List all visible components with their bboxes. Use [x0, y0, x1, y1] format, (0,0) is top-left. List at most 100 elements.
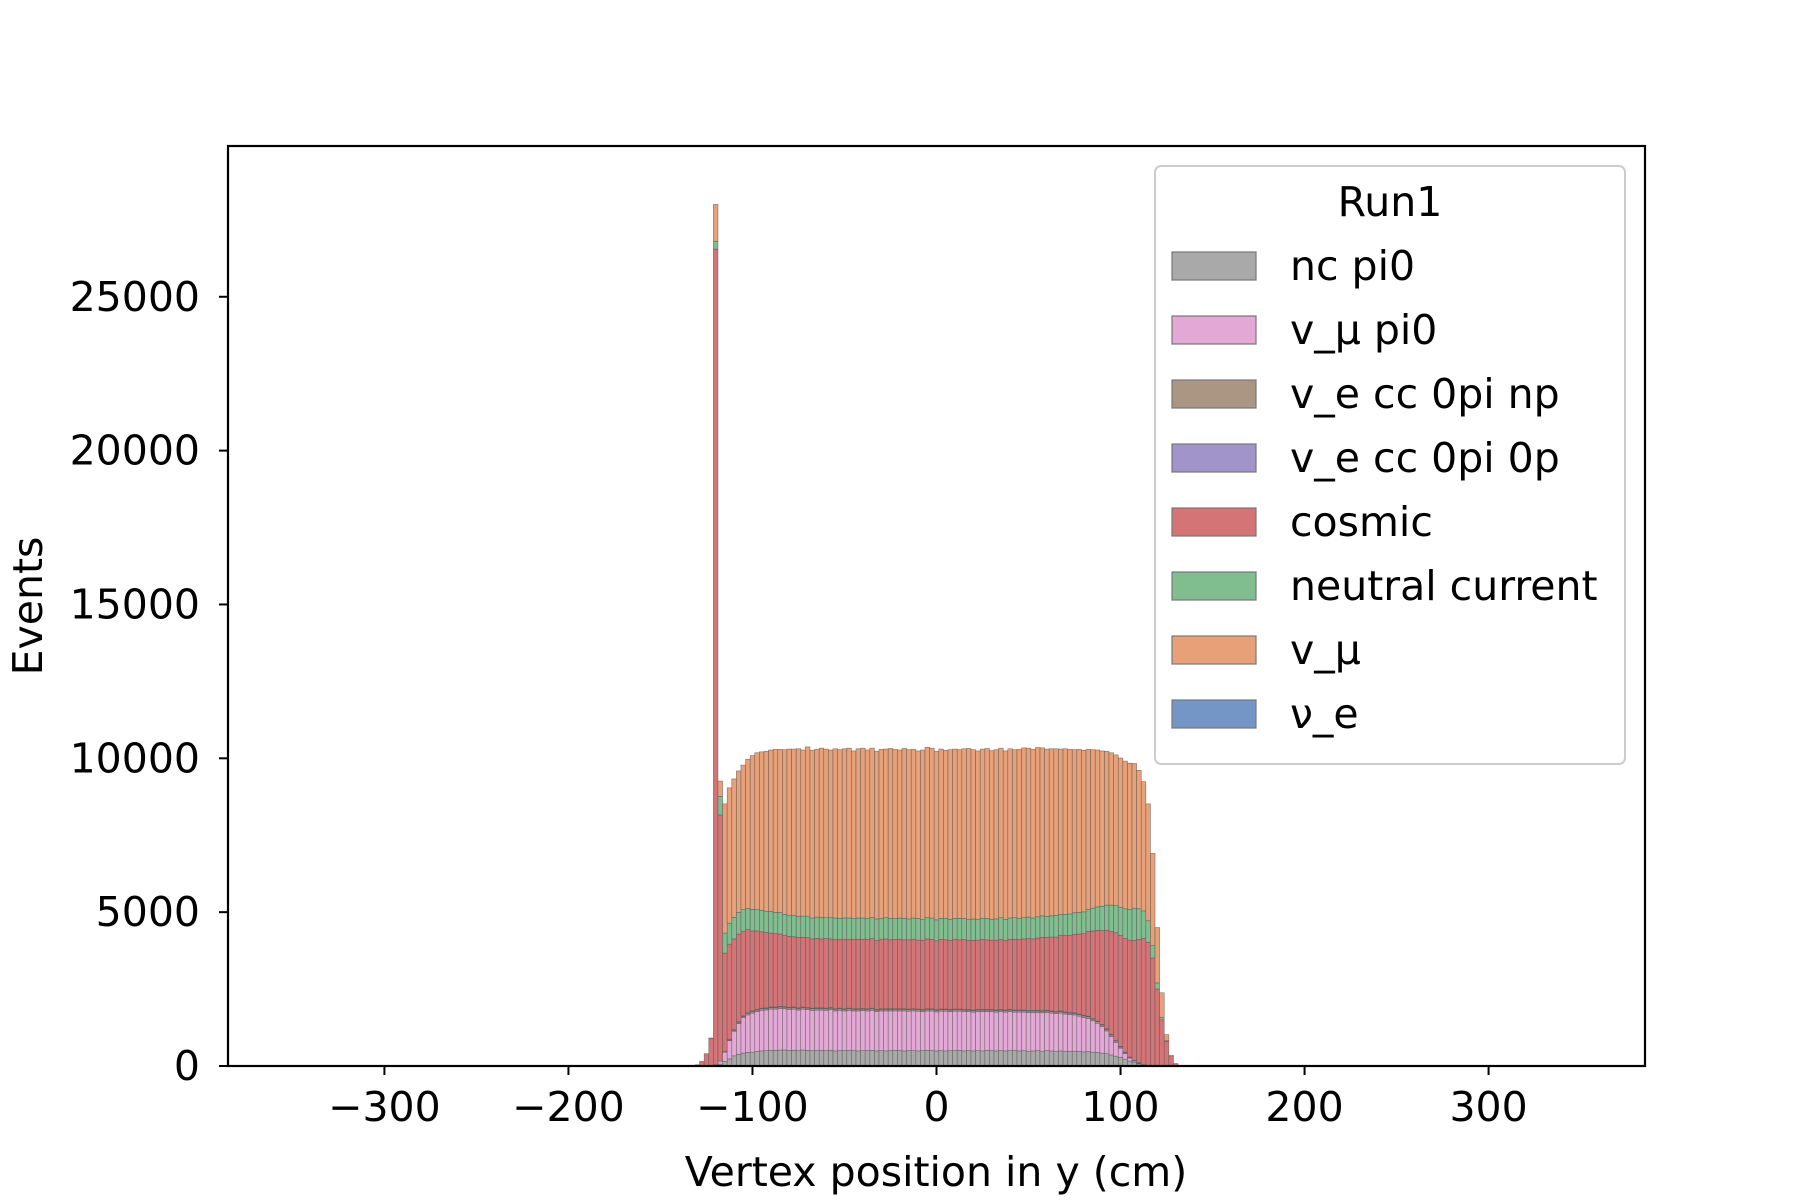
bar-cosmic — [1136, 939, 1142, 1063]
bar-neutral current — [1081, 911, 1087, 934]
bar-v_μ — [1085, 749, 1091, 910]
bar-v_μ pi0 — [818, 1009, 825, 1051]
bar-v_μ — [731, 778, 737, 918]
bar-v_μ pi0 — [1094, 1022, 1101, 1053]
bar-neutral current — [1048, 915, 1055, 938]
bar-neutral current — [938, 918, 944, 940]
bar-neutral current — [924, 917, 930, 940]
bar-neutral current — [943, 918, 949, 941]
bar-nc pi0 — [795, 1050, 802, 1067]
bar-nc pi0 — [800, 1049, 806, 1067]
bar-neutral current — [1131, 907, 1137, 941]
bar-v_μ — [722, 803, 728, 934]
bar-v_μ — [782, 749, 788, 915]
bar-nc pi0 — [1076, 1051, 1082, 1067]
bar-v_μ — [1127, 762, 1133, 910]
bar-neutral current — [791, 914, 797, 938]
bar-v_μ — [795, 748, 802, 917]
bar-v_μ pi0 — [726, 1040, 733, 1060]
bar-neutral current — [763, 910, 769, 933]
bar-nc pi0 — [1058, 1050, 1064, 1067]
bar-v_μ — [818, 747, 825, 918]
bar-v_μ pi0 — [938, 1010, 944, 1051]
bar-nc pi0 — [883, 1050, 889, 1067]
bar-neutral current — [777, 912, 783, 935]
bar-neutral current — [1007, 917, 1013, 940]
bar-v_μ pi0 — [906, 1010, 912, 1051]
bar-v_μ pi0 — [1113, 1042, 1119, 1057]
bar-v_μ pi0 — [1117, 1047, 1124, 1058]
bar-v_μ pi0 — [745, 1014, 751, 1053]
bar-neutral current — [975, 918, 981, 941]
bar-neutral current — [823, 917, 829, 939]
bar-v_μ — [961, 748, 967, 919]
bar-nc pi0 — [924, 1050, 930, 1067]
bar-cosmic — [1085, 931, 1091, 1017]
bar-nc pi0 — [901, 1050, 907, 1067]
bar-nc pi0 — [768, 1050, 774, 1067]
bar-neutral current — [814, 916, 820, 939]
bar-cosmic — [1007, 938, 1013, 1010]
bar-cosmic — [892, 939, 898, 1010]
bar-neutral current — [809, 917, 815, 940]
bar-nc pi0 — [846, 1050, 852, 1067]
x-axis-label: Vertex position in y (cm) — [685, 1148, 1187, 1196]
bar-nc pi0 — [1081, 1051, 1087, 1067]
bar-cosmic — [828, 938, 834, 1008]
bar-v_μ pi0 — [864, 1010, 871, 1051]
bar-cosmic — [874, 940, 880, 1010]
bar-neutral current — [947, 919, 953, 941]
bar-v_μ pi0 — [809, 1010, 815, 1051]
bar-v_μ pi0 — [869, 1010, 875, 1051]
bar-neutral current — [1159, 1017, 1165, 1021]
bar-nc pi0 — [975, 1050, 981, 1067]
bar-cosmic — [961, 939, 967, 1010]
bar-v_μ — [1039, 747, 1045, 917]
bar-v_μ pi0 — [929, 1010, 935, 1051]
bar-cosmic — [1127, 939, 1133, 1058]
y-tick-label: 5000 — [96, 888, 200, 936]
bar-nc pi0 — [970, 1050, 976, 1067]
bar-v_μ pi0 — [998, 1011, 1004, 1051]
bar-cosmic — [956, 939, 963, 1010]
bar-cosmic — [910, 938, 917, 1010]
bar-cosmic — [1168, 1056, 1174, 1067]
bar-v_μ — [1016, 749, 1022, 919]
bar-v_μ pi0 — [740, 1017, 746, 1054]
bar-neutral current — [851, 918, 857, 940]
bar-neutral current — [1035, 916, 1041, 939]
bar-v_μ — [938, 748, 944, 919]
bar-v_μ pi0 — [1002, 1011, 1009, 1052]
bar-v_μ — [1076, 749, 1082, 913]
bar-v_μ — [1021, 747, 1027, 918]
bar-neutral current — [864, 918, 871, 940]
legend-label: ν_e — [1290, 690, 1359, 738]
bar-nc pi0 — [993, 1050, 999, 1067]
bar-neutral current — [1076, 912, 1082, 935]
bar-nc pi0 — [823, 1050, 829, 1067]
bar-nc pi0 — [943, 1050, 949, 1067]
bar-nc pi0 — [1044, 1050, 1050, 1067]
bar-v_μ pi0 — [841, 1010, 848, 1051]
bar-v_μ pi0 — [1044, 1012, 1050, 1051]
bar-nc pi0 — [837, 1050, 843, 1067]
bar-v_μ — [966, 748, 972, 920]
bar-cosmic — [823, 938, 829, 1009]
bar-v_μ — [947, 749, 953, 920]
bar-v_μ — [901, 748, 907, 919]
bar-v_μ — [772, 749, 779, 913]
bar-cosmic — [1016, 939, 1022, 1011]
bar-v_μ — [915, 750, 921, 919]
bar-v_μ pi0 — [924, 1010, 930, 1051]
bar-v_μ pi0 — [1016, 1011, 1022, 1052]
bar-v_μ — [864, 749, 871, 919]
bar-cosmic — [1067, 935, 1073, 1013]
bar-cosmic — [1150, 957, 1156, 1066]
bar-neutral current — [887, 918, 894, 941]
bar-cosmic — [906, 939, 912, 1010]
bar-cosmic — [837, 938, 843, 1009]
bar-neutral current — [736, 912, 742, 935]
bar-v_μ — [1154, 927, 1160, 984]
bar-v_μ pi0 — [1025, 1012, 1032, 1052]
bar-v_μ pi0 — [878, 1010, 884, 1051]
